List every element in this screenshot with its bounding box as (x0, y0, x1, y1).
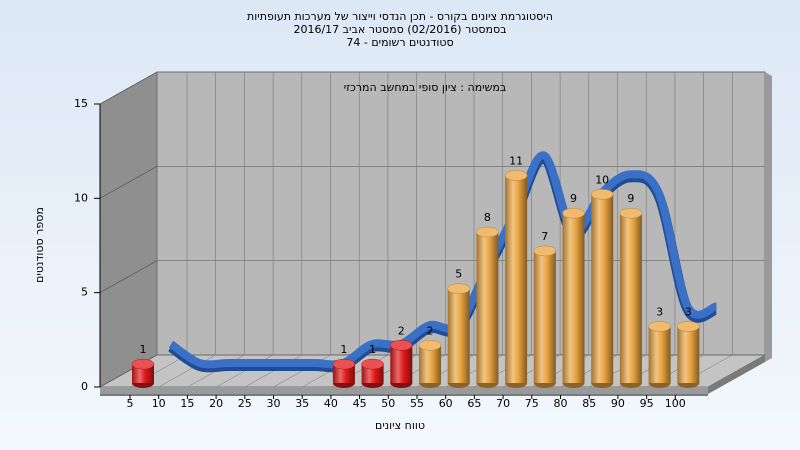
bar-body (132, 364, 154, 383)
x-tick-label: 80 (554, 397, 568, 410)
bar-body (505, 175, 528, 383)
bar (648, 321, 671, 388)
bar-body (591, 194, 614, 383)
bar (476, 226, 499, 388)
x-tick-label: 50 (381, 397, 395, 410)
x-tick-label: 70 (496, 397, 510, 410)
x-tick-label: 75 (525, 397, 539, 410)
bar (677, 321, 700, 388)
title-line: סטודנטים רשומים - 74 (346, 36, 453, 49)
data-label: 3 (685, 305, 692, 318)
x-tick-label: 30 (267, 397, 281, 410)
x-tick-label: 60 (439, 397, 453, 410)
wall-side (765, 72, 772, 362)
x-tick-label: 5 (127, 397, 134, 410)
x-tick-label: 25 (238, 397, 252, 410)
floor-side (708, 355, 765, 394)
floor-edge (100, 387, 708, 394)
y-tick-label: 5 (81, 286, 88, 299)
bar-top (476, 226, 499, 238)
data-label: 1 (369, 343, 376, 356)
bar (131, 358, 155, 388)
bar-top (418, 340, 442, 351)
bar-top (677, 321, 700, 332)
bar-top (447, 283, 470, 294)
bar-top (390, 340, 413, 351)
data-label: 9 (570, 192, 577, 205)
bar (361, 358, 384, 388)
annotation: במשימה : ציון סופי במחשב המרכזי (344, 81, 507, 94)
x-tick-label: 15 (180, 397, 194, 410)
x-tick-label: 95 (640, 397, 654, 410)
data-label: 2 (398, 324, 405, 337)
y-tick-label: 15 (74, 97, 88, 110)
title-line: בסמסטר (02/2016) סמסטר אביב 2016/17 (293, 23, 506, 36)
bar-top (361, 358, 384, 370)
x-tick-label: 55 (410, 397, 424, 410)
bar (533, 245, 557, 388)
bar-top (131, 358, 155, 370)
bar-body (677, 326, 700, 383)
bar-body (648, 326, 671, 383)
data-label: 10 (595, 173, 609, 186)
bar-body (419, 345, 441, 383)
y-axis-label: מספר סטודנטים (33, 207, 46, 283)
left-wall (99, 71, 158, 388)
bar (619, 207, 643, 388)
x-axis-label: טווח ציונים (375, 419, 425, 432)
data-label: 9 (627, 192, 634, 205)
x-tick-label: 100 (665, 397, 686, 410)
bar-body (390, 345, 413, 383)
data-label: 11 (509, 154, 523, 167)
grid-line (99, 71, 158, 105)
data-label: 3 (656, 305, 663, 318)
x-tick-label: 20 (209, 397, 223, 410)
bar-body (476, 232, 499, 383)
bar-body (562, 213, 585, 383)
bar-body (447, 288, 470, 383)
data-label: 8 (484, 211, 491, 224)
bar (390, 340, 413, 388)
title-line: היסטוגרמת ציונים בקורס - תכן הנדסי וייצו… (247, 10, 553, 23)
x-tick-label: 45 (353, 397, 367, 410)
bar-top (562, 207, 585, 219)
data-label: 7 (541, 230, 548, 243)
bar-body (332, 364, 355, 383)
bar-top (332, 358, 356, 370)
grid-line (99, 260, 158, 293)
y-tick-label: 10 (74, 191, 88, 204)
bar (562, 207, 585, 388)
bar-top (504, 170, 528, 181)
bar-body (533, 250, 556, 383)
x-tick-label: 10 (152, 397, 166, 410)
bar (332, 358, 356, 388)
bar-top (590, 189, 614, 200)
x-tick-label: 65 (467, 397, 481, 410)
bar (590, 189, 614, 388)
data-label: 2 (427, 324, 434, 337)
data-label: 1 (340, 343, 347, 356)
bar (418, 340, 442, 388)
grid-line (99, 166, 158, 199)
bar (447, 283, 470, 388)
x-tick-label: 85 (582, 397, 596, 410)
x-tick-label: 90 (611, 397, 625, 410)
y-tick-label: 0 (81, 380, 88, 393)
bar-top (619, 207, 643, 219)
bar-top (533, 245, 557, 257)
x-tick-label: 40 (324, 397, 338, 410)
bar-body (619, 213, 642, 383)
bar-top (648, 321, 671, 332)
data-label: 1 (140, 343, 147, 356)
bar-body (361, 364, 384, 383)
x-tick-label: 35 (295, 397, 309, 410)
bar (504, 170, 528, 388)
data-label: 5 (455, 268, 462, 281)
